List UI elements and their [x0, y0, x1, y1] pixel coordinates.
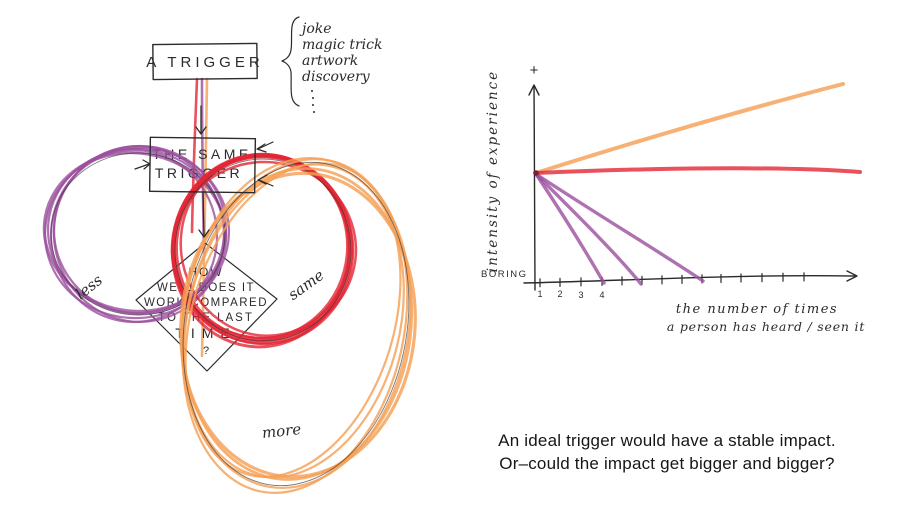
- question-mark: ?: [203, 345, 209, 357]
- y-axis-plus-label: +: [530, 62, 539, 79]
- boring-label: BORING: [481, 269, 527, 280]
- stable-impact-line: [534, 166, 862, 175]
- growing-impact-line: [534, 82, 845, 175]
- decision-diamond: [135, 242, 278, 372]
- branch-label-more: more: [261, 420, 302, 442]
- y-axis-label: intensity of experience: [485, 70, 501, 272]
- x-axis: [523, 274, 857, 284]
- fading-impact-line-slow: [534, 172, 705, 283]
- y-axis: [533, 85, 536, 291]
- orange-strand: [200, 77, 209, 358]
- x-axis-label-line1: the number of times: [676, 302, 838, 317]
- loop-return-arrow-right-bottom: [257, 174, 274, 187]
- vertical-ellipsis-dots: [311, 90, 315, 113]
- example-item-joke: joke: [299, 21, 332, 37]
- caption-line-1: An ideal trigger would have a stable imp…: [498, 431, 836, 450]
- tick-label-4: 4: [599, 290, 604, 300]
- loop-return-arrow-left: [134, 159, 151, 170]
- fading-impact-line-medium: [534, 172, 643, 286]
- trigger-box: [152, 42, 258, 81]
- same-loop-scribble: [170, 152, 358, 349]
- y-axis-arrowhead-icon: [528, 84, 540, 96]
- caption: An ideal trigger would have a stable imp…: [478, 429, 856, 475]
- intensity-graph: + intensity of experience BORING 1 2 3 4: [481, 62, 865, 334]
- red-strand: [190, 77, 199, 234]
- origin-point: [533, 170, 539, 176]
- x-axis-arrowhead-icon: [846, 270, 858, 282]
- trigger-flow-diagram: A TRIGGER joke magic trick artwork disco…: [42, 16, 417, 494]
- loop-return-arrow-right-top: [256, 141, 274, 153]
- down-arrow-to-diamond: [198, 191, 210, 238]
- tick-label-3: 3: [578, 290, 583, 300]
- example-item-artwork: artwork: [302, 53, 358, 69]
- branch-label-same: same: [285, 266, 328, 304]
- tick-label-1: 1: [537, 289, 542, 299]
- tick-label-2: 2: [557, 289, 562, 299]
- x-axis-label-line2: a person has heard / seen it: [667, 319, 866, 334]
- more-loop-scribble: [179, 156, 417, 494]
- example-item-magic-trick: magic trick: [302, 37, 382, 53]
- caption-line-2: Or–could the impact get bigger and bigge…: [499, 454, 835, 473]
- curly-brace-icon: [281, 16, 300, 107]
- x-axis-tick-labels: 1 2 3 4: [537, 289, 604, 300]
- trigger-box-label: A TRIGGER: [146, 54, 263, 71]
- fading-impact-line-fast: [534, 172, 606, 285]
- example-item-discovery: discovery: [302, 69, 371, 85]
- down-arrow-to-same-trigger: [195, 105, 207, 135]
- x-axis-ticks: [539, 272, 805, 288]
